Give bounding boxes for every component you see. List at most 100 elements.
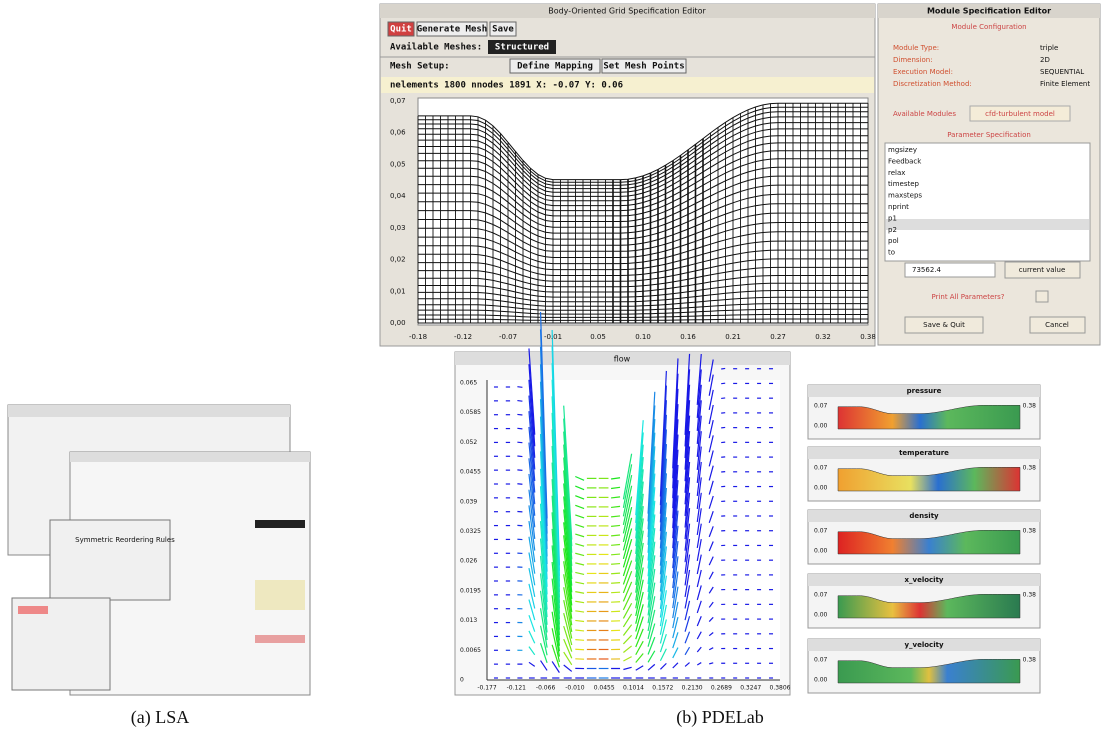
module-value-text[interactable]: cfd-turbulent model bbox=[985, 110, 1055, 118]
param-item[interactable]: p2 bbox=[888, 226, 897, 234]
button[interactable] bbox=[601, 58, 687, 74]
button[interactable] bbox=[387, 21, 415, 37]
arrow bbox=[611, 553, 621, 556]
button[interactable] bbox=[489, 21, 517, 37]
y-tick-label: 0,01 bbox=[390, 287, 406, 295]
arrow bbox=[528, 520, 536, 563]
x-tick-label: -0.121 bbox=[507, 685, 527, 692]
arrow bbox=[696, 554, 702, 575]
param-item[interactable]: nprint bbox=[888, 203, 909, 211]
y-tick-label: 0,03 bbox=[390, 224, 406, 232]
arrow bbox=[672, 632, 679, 649]
param-item[interactable]: maxsteps bbox=[888, 192, 922, 200]
button-label[interactable]: current value bbox=[1019, 266, 1066, 274]
button[interactable] bbox=[416, 21, 488, 37]
plot-area bbox=[487, 380, 780, 680]
arrow bbox=[672, 419, 679, 509]
param-item[interactable]: Feedback bbox=[888, 157, 922, 165]
titlebar bbox=[455, 352, 790, 365]
section-title: Parameter Specification bbox=[947, 131, 1031, 139]
y-tick-label: 0.0065 bbox=[460, 647, 481, 654]
arrow bbox=[708, 526, 714, 538]
arrow bbox=[563, 496, 573, 586]
button[interactable] bbox=[904, 316, 984, 334]
arrow bbox=[696, 631, 702, 640]
x-tick-label: 0.2130 bbox=[682, 685, 703, 692]
label: Print All Parameters? bbox=[931, 293, 1004, 301]
button[interactable] bbox=[1029, 316, 1086, 334]
arrow bbox=[563, 587, 573, 632]
mesh-name[interactable]: Structured bbox=[495, 43, 549, 53]
arrow bbox=[575, 639, 585, 641]
y-tick-label: 0.013 bbox=[460, 617, 477, 624]
button-label[interactable]: Quit bbox=[390, 24, 412, 35]
param-item[interactable]: pol bbox=[888, 237, 899, 245]
arrow bbox=[539, 555, 548, 625]
arrow bbox=[528, 536, 536, 574]
arrow bbox=[684, 523, 691, 563]
arrow bbox=[708, 480, 714, 495]
arrow bbox=[528, 395, 536, 470]
arrow bbox=[539, 311, 548, 519]
arrow bbox=[610, 477, 621, 480]
arrow bbox=[528, 348, 536, 435]
arrow bbox=[622, 496, 633, 534]
value-field[interactable] bbox=[904, 262, 996, 278]
button-label[interactable]: Generate Mesh bbox=[417, 25, 487, 35]
arrow bbox=[622, 549, 633, 577]
module-value[interactable] bbox=[969, 105, 1071, 122]
button[interactable] bbox=[1004, 261, 1081, 279]
button-label[interactable]: Cancel bbox=[1045, 321, 1069, 329]
button-label[interactable]: Save & Quit bbox=[923, 321, 965, 329]
label: Mesh Setup: bbox=[390, 62, 450, 72]
arrow bbox=[563, 651, 573, 666]
arrow bbox=[575, 629, 585, 632]
window-title: Module Specification Editor bbox=[927, 7, 1051, 16]
arrow bbox=[672, 571, 679, 609]
x-tick-label: 0.0455 bbox=[594, 685, 615, 692]
value-text[interactable]: 73562.4 bbox=[912, 266, 941, 274]
param-item[interactable]: mgsizey bbox=[888, 146, 917, 154]
param-list[interactable] bbox=[884, 142, 1091, 262]
x-tick-label: 0.21 bbox=[725, 333, 741, 341]
arrow bbox=[563, 548, 573, 613]
mesh bbox=[417, 102, 869, 324]
panel-label: 0.00 bbox=[814, 612, 828, 619]
arrow bbox=[517, 455, 523, 458]
param-item[interactable]: p1 bbox=[888, 214, 897, 222]
button[interactable] bbox=[509, 58, 601, 74]
field-panels: pressure 0.07 0.00 0.38 temperature 0.07 0.00 0… bbox=[807, 384, 1041, 694]
arrow bbox=[539, 573, 548, 633]
arrow bbox=[539, 608, 548, 648]
panel-titlebar bbox=[808, 510, 1040, 522]
arrow bbox=[611, 591, 621, 594]
arrow bbox=[611, 524, 621, 527]
selected-mesh[interactable] bbox=[488, 40, 556, 54]
param-item[interactable]: relax bbox=[888, 169, 905, 177]
x-tick-label: -0.12 bbox=[454, 333, 472, 341]
y-tick-label: 0.0585 bbox=[460, 409, 481, 416]
arrow bbox=[647, 596, 656, 632]
arrow bbox=[696, 600, 702, 614]
param-item[interactable]: timestep bbox=[888, 180, 920, 188]
button-label[interactable]: Save bbox=[492, 25, 514, 35]
x-tick-label: -0.066 bbox=[536, 685, 556, 692]
arrow bbox=[672, 464, 679, 539]
arrow bbox=[551, 611, 561, 657]
y-tick-label: 0.0325 bbox=[460, 528, 481, 535]
arrow bbox=[622, 581, 633, 602]
checkbox[interactable] bbox=[1035, 290, 1049, 303]
param-item[interactable]: to bbox=[888, 249, 895, 257]
arrow bbox=[611, 496, 621, 499]
x-tick-label: -0.01 bbox=[544, 333, 562, 341]
button-label[interactable]: Set Mesh Points bbox=[603, 61, 684, 72]
arrow bbox=[647, 663, 656, 671]
panel-label: 0.38 bbox=[1023, 657, 1037, 664]
arrow bbox=[528, 646, 536, 656]
arrow bbox=[684, 554, 691, 586]
arrow bbox=[672, 586, 679, 619]
arrow bbox=[528, 505, 536, 551]
button-label[interactable]: Define Mapping bbox=[517, 61, 593, 72]
x-tick-label: 0.1572 bbox=[652, 685, 673, 692]
arrow bbox=[659, 517, 667, 584]
